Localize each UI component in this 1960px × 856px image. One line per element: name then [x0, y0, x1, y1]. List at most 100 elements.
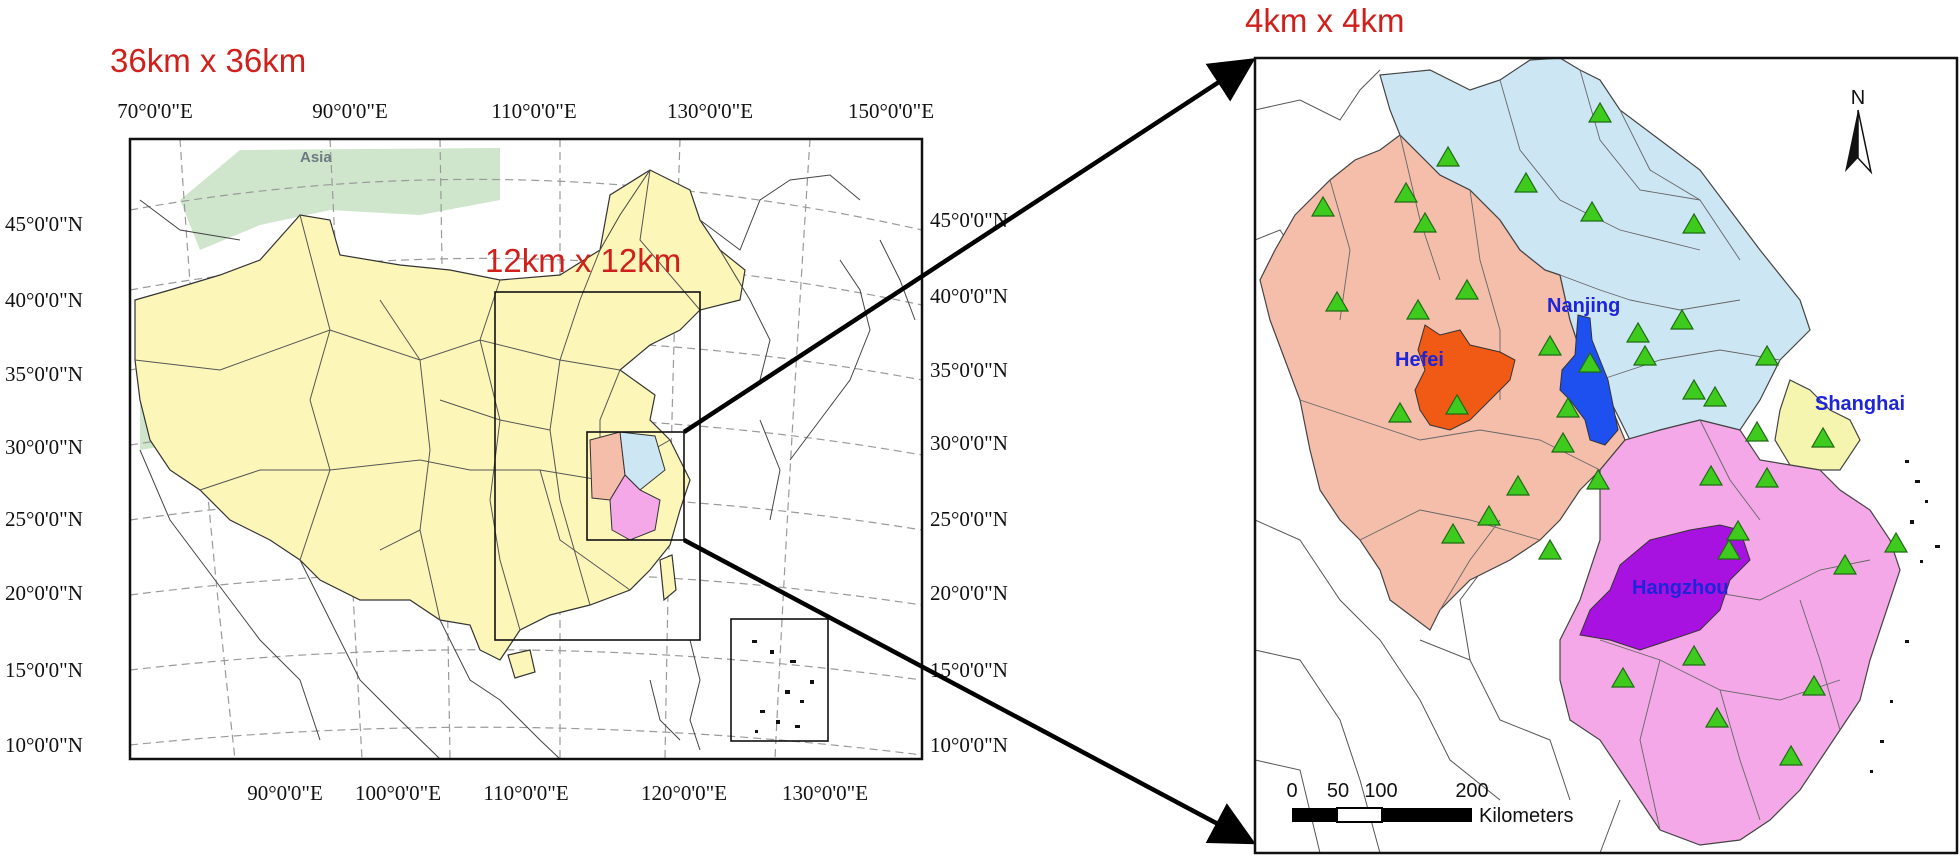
station-triangle-icon — [1585, 468, 1611, 490]
lat-tick: 20°0'0"N — [5, 581, 83, 605]
domain-4km-label: 4km x 4km — [1245, 2, 1405, 39]
lat-tick: 45°0'0"N — [5, 212, 83, 236]
lon-tick: 70°0'0"E — [117, 99, 193, 123]
hangzhou-city — [1579, 524, 1751, 651]
north-arrow-icon: N — [1845, 87, 1873, 175]
domain-12km-label: 12km x 12km — [485, 242, 681, 279]
zoom-arrow-bottom — [682, 538, 1256, 845]
station-triangle-icon — [1681, 212, 1707, 234]
station-triangle-icon — [1454, 278, 1480, 300]
lat-tick: 30°0'0"N — [5, 435, 83, 459]
left-latitude-ticks: 45°0'0"N 40°0'0"N 35°0'0"N 30°0'0"N 25°0… — [5, 212, 83, 757]
lat-tick: 35°0'0"N — [5, 362, 83, 386]
station-triangle-icon — [1476, 504, 1502, 526]
station-triangle-icon — [1587, 101, 1613, 123]
jiangsu-province — [1379, 58, 1811, 441]
island-cluster — [752, 640, 814, 733]
scale-tick-100: 100 — [1364, 780, 1397, 802]
zhejiang-overview — [609, 474, 661, 541]
station-triangle-icon — [1832, 553, 1858, 575]
station-triangle-icon — [1754, 466, 1780, 488]
station-triangle-icon — [1505, 474, 1531, 496]
station-triangle-icon — [1577, 351, 1603, 373]
asia-label: Asia — [300, 149, 332, 166]
scale-tick-50: 50 — [1327, 780, 1349, 802]
top-longitude-ticks: 70°0'0"E 90°0'0"E 110°0'0"E 130°0'0"E 15… — [117, 99, 934, 123]
station-triangle-icon — [1555, 396, 1581, 418]
south-china-sea-inset — [730, 618, 829, 742]
detail-map: Nanjing Hefei Shanghai Hangzhou N 0 50 1… — [1253, 56, 1959, 855]
lon-tick: 120°0'0"E — [641, 781, 727, 805]
lon-tick: 110°0'0"E — [483, 781, 568, 805]
nanjing-label: Nanjing — [1547, 295, 1620, 317]
lat-tick: 35°0'0"N — [930, 358, 1008, 382]
lon-tick: 150°0'0"E — [848, 99, 934, 123]
station-triangle-icon — [1810, 426, 1836, 448]
lat-tick: 15°0'0"N — [5, 658, 83, 682]
shanghai-label: Shanghai — [1815, 393, 1905, 415]
lon-tick: 130°0'0"E — [667, 99, 753, 123]
terrain-patch — [180, 148, 500, 250]
overview-map: Asia 36km x 36km 12km x 12km 70°0'0"E 90… — [5, 42, 1008, 805]
domain-4km-box — [586, 431, 685, 541]
scale-tick-0: 0 — [1286, 780, 1297, 802]
station-triangle-icon — [1704, 706, 1730, 728]
station-triangle-icon — [1669, 308, 1695, 330]
lat-tick: 10°0'0"N — [930, 733, 1008, 757]
lon-tick: 110°0'0"E — [491, 99, 576, 123]
taiwan-island — [659, 554, 677, 602]
station-triangle-icon — [1393, 181, 1419, 203]
station-triangle-icon — [1579, 200, 1605, 222]
shanghai-region — [1774, 379, 1861, 471]
lat-tick: 25°0'0"N — [930, 507, 1008, 531]
station-triangle-icon — [1801, 674, 1827, 696]
lon-tick: 100°0'0"E — [355, 781, 441, 805]
lat-tick: 30°0'0"N — [930, 431, 1008, 455]
hefei-label: Hefei — [1395, 349, 1444, 371]
station-triangle-icon — [1550, 431, 1576, 453]
jiangsu-overview — [619, 431, 666, 491]
station-triangle-icon — [1778, 744, 1804, 766]
station-triangle-icon — [1440, 522, 1466, 544]
station-triangle-icon — [1412, 211, 1438, 233]
north-label: N — [1851, 87, 1865, 109]
hangzhou-label: Hangzhou — [1632, 577, 1729, 599]
hainan-island — [507, 649, 536, 679]
station-triangle-icon — [1405, 298, 1431, 320]
station-triangle-icon — [1632, 344, 1658, 366]
station-triangle-icon — [1444, 393, 1470, 415]
station-triangle-icon — [1702, 385, 1728, 407]
scale-unit: Kilometers — [1479, 805, 1573, 827]
station-triangle-icon — [1513, 171, 1539, 193]
station-triangle-icon — [1387, 401, 1413, 423]
surrounding-borders — [1255, 69, 1621, 853]
nanjing-city — [1559, 314, 1619, 446]
zoom-arrow-top — [682, 58, 1256, 434]
station-triangle-icon — [1681, 644, 1707, 666]
station-triangle-icon — [1698, 464, 1724, 486]
station-triangle-icon — [1681, 378, 1707, 400]
coastal-islands — [1870, 460, 1940, 773]
station-triangle-icon — [1754, 344, 1780, 366]
lat-tick: 10°0'0"N — [5, 733, 83, 757]
detail-map-frame — [1253, 56, 1959, 855]
station-triangle-icon — [1744, 420, 1770, 442]
domain-12km-box — [494, 291, 701, 641]
lat-tick: 20°0'0"N — [930, 581, 1008, 605]
lon-tick: 90°0'0"E — [312, 99, 388, 123]
lat-tick: 40°0'0"N — [5, 288, 83, 312]
hefei-city — [1414, 324, 1516, 431]
station-triangle-icon — [1537, 538, 1563, 560]
lat-tick: 25°0'0"N — [5, 507, 83, 531]
station-triangle-icon — [1625, 321, 1651, 343]
station-markers — [1310, 101, 1909, 766]
station-triangle-icon — [1725, 519, 1751, 541]
right-latitude-ticks: 45°0'0"N 40°0'0"N 35°0'0"N 30°0'0"N 25°0… — [930, 208, 1008, 757]
station-triangle-icon — [1716, 538, 1742, 560]
station-triangle-icon — [1883, 531, 1909, 553]
domain-36km-label: 36km x 36km — [110, 42, 306, 79]
station-triangle-icon — [1435, 145, 1461, 167]
scale-bar: 0 50 100 200 Kilometers — [1286, 780, 1573, 827]
station-triangle-icon — [1310, 195, 1336, 217]
